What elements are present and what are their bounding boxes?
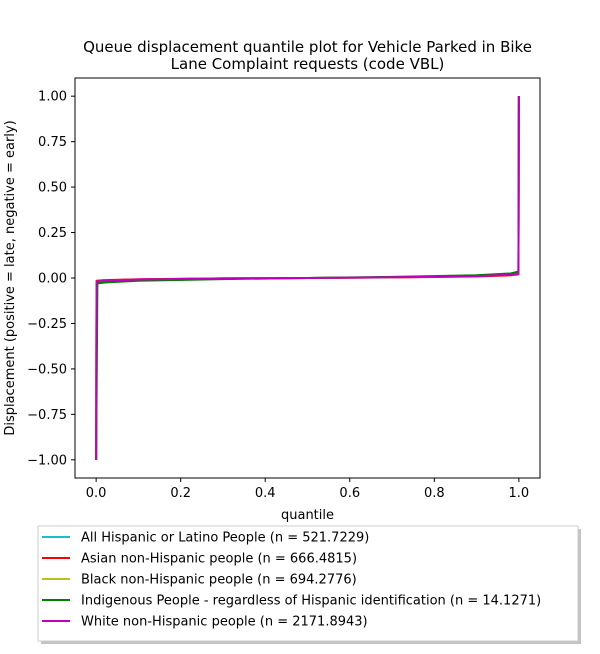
y-tick-label: 0.00 bbox=[38, 272, 67, 287]
chart-title-line: Lane Complaint requests (code VBL) bbox=[171, 55, 445, 73]
y-tick-label: −0.25 bbox=[27, 317, 67, 332]
legend: All Hispanic or Latino People (n = 521.7… bbox=[37, 525, 581, 644]
y-tick-label: 1.00 bbox=[38, 90, 67, 105]
legend-label: Black non-Hispanic people (n = 694.2776) bbox=[81, 573, 357, 588]
legend-label: Indigenous People - regardless of Hispan… bbox=[81, 594, 541, 609]
x-tick-label: 0.2 bbox=[170, 486, 191, 501]
legend-label: All Hispanic or Latino People (n = 521.7… bbox=[81, 531, 369, 546]
x-tick-label: 0.6 bbox=[339, 486, 360, 501]
x-tick-label: 1.0 bbox=[509, 486, 530, 501]
y-axis-ticks: 1.00 0.75 0.50 0.25 0.00 −0.25 −0.50 −0.75 −1.00 bbox=[27, 90, 75, 468]
legend-label: Asian non-Hispanic people (n = 666.4815) bbox=[81, 552, 357, 567]
chart-title-line: Queue displacement quantile plot for Veh… bbox=[83, 38, 532, 56]
y-tick-label: 0.25 bbox=[38, 226, 67, 241]
legend-label: White non-Hispanic people (n = 2171.8943… bbox=[81, 615, 368, 630]
y-tick-label: −1.00 bbox=[27, 453, 67, 468]
y-tick-label: 0.50 bbox=[38, 181, 67, 196]
x-axis-ticks: 0.0 0.2 0.4 0.6 0.8 1.0 bbox=[86, 478, 529, 501]
y-tick-label: 0.75 bbox=[38, 135, 67, 150]
x-tick-label: 0.0 bbox=[86, 486, 107, 501]
x-tick-label: 0.4 bbox=[255, 486, 276, 501]
y-tick-label: −0.75 bbox=[27, 408, 67, 423]
x-tick-label: 0.8 bbox=[424, 486, 445, 501]
series-group bbox=[95, 96, 520, 460]
y-axis-label: Displacement (positive = late, negative … bbox=[3, 120, 18, 435]
series-line bbox=[95, 96, 520, 460]
x-axis-label: quantile bbox=[281, 508, 334, 523]
chart-title: Queue displacement quantile plot for Veh… bbox=[83, 38, 532, 73]
legend-box bbox=[37, 525, 579, 642]
y-tick-label: −0.50 bbox=[27, 362, 67, 377]
